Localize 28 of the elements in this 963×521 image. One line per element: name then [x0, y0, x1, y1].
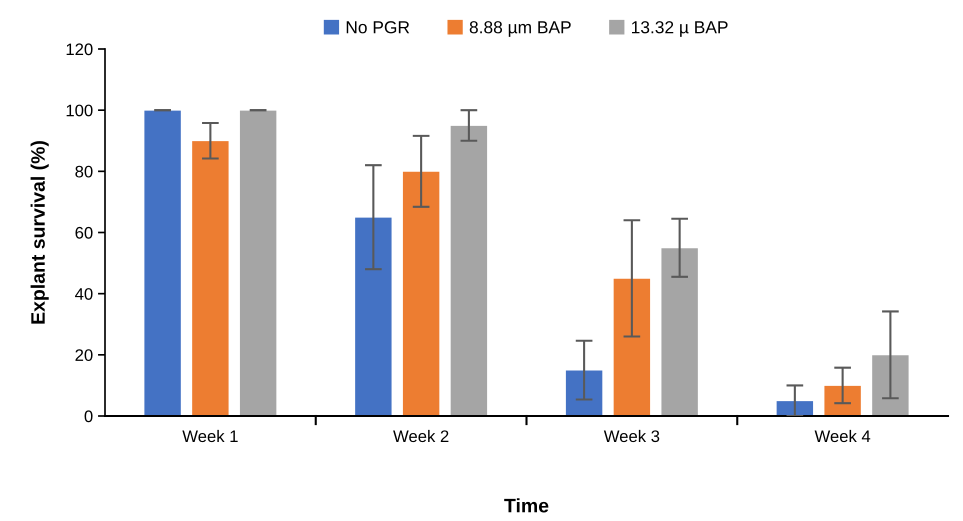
y-tick-label: 60	[76, 226, 93, 239]
bar	[354, 216, 392, 416]
bar	[144, 110, 182, 416]
bar	[239, 110, 278, 416]
bar	[824, 384, 862, 416]
x-tick-label: Week 3	[604, 430, 660, 442]
bar	[776, 400, 814, 416]
bar	[402, 170, 440, 416]
y-axis-title: Explant survival (%)	[30, 141, 49, 324]
x-tick-label: Week 4	[814, 430, 870, 442]
legend-label: 8.88 µm BAP	[470, 21, 571, 37]
y-tick-label: 80	[75, 166, 93, 178]
bar	[612, 278, 651, 416]
x-axis-title: Time	[504, 498, 548, 512]
y-tick-label: 40	[75, 288, 93, 300]
y-tick-label: 0	[84, 410, 93, 422]
bar	[191, 140, 230, 416]
x-tick-label: Week 2	[393, 430, 448, 442]
legend-label: 13.32 µ BAP	[632, 21, 728, 37]
legend-label: No PGR	[346, 21, 410, 34]
bar	[660, 247, 699, 416]
y-tick-label: 20	[75, 349, 93, 362]
x-tick-label: Week 1	[182, 430, 238, 442]
bar	[565, 370, 604, 416]
y-tick-label: 120	[66, 43, 93, 56]
bar	[450, 125, 488, 416]
bar	[871, 354, 910, 416]
y-tick-label: 100	[66, 104, 93, 116]
